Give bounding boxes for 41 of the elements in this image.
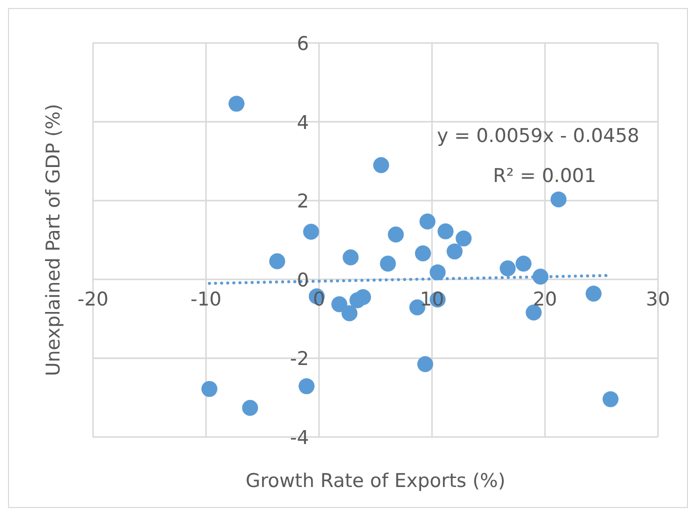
x-tick-label: 20 [532,288,558,310]
point [417,356,434,372]
point [342,305,358,322]
point [298,378,315,394]
point [342,249,359,266]
point [388,226,404,242]
point [242,400,258,416]
point [500,260,516,276]
point [380,256,396,272]
point [532,268,548,285]
point [269,253,286,270]
x-tick-label: -20 [77,288,109,310]
point [602,391,619,408]
annotation: y = 0.0059x - 0.0458 [437,125,640,147]
point [456,230,472,246]
point [586,286,602,302]
point [355,289,372,306]
annotation: R² = 0.001 [493,165,596,187]
point [373,157,390,174]
point [414,245,431,262]
point [516,256,532,272]
y-tick-label: 6 [296,33,309,55]
y-tick-label: -4 [290,427,309,449]
y-tick-label: 4 [296,112,309,134]
point [550,191,567,208]
point [331,296,348,312]
y-tick-label: 0 [296,269,309,292]
y-tick-label: -2 [290,348,309,370]
point [446,243,463,260]
point [420,214,436,230]
point [526,304,542,320]
point [430,264,446,280]
x-tick-label: 30 [646,288,670,310]
point [303,224,320,240]
point [201,380,218,397]
point [438,223,454,240]
x-tick-label: -10 [190,288,222,310]
x-axis-title: Growth Rate of Exports (%) [246,470,506,492]
y-tick-label: 2 [296,190,309,213]
y-axis-title: Unexplained Part of GDP (%) [42,104,65,376]
point [228,96,244,112]
